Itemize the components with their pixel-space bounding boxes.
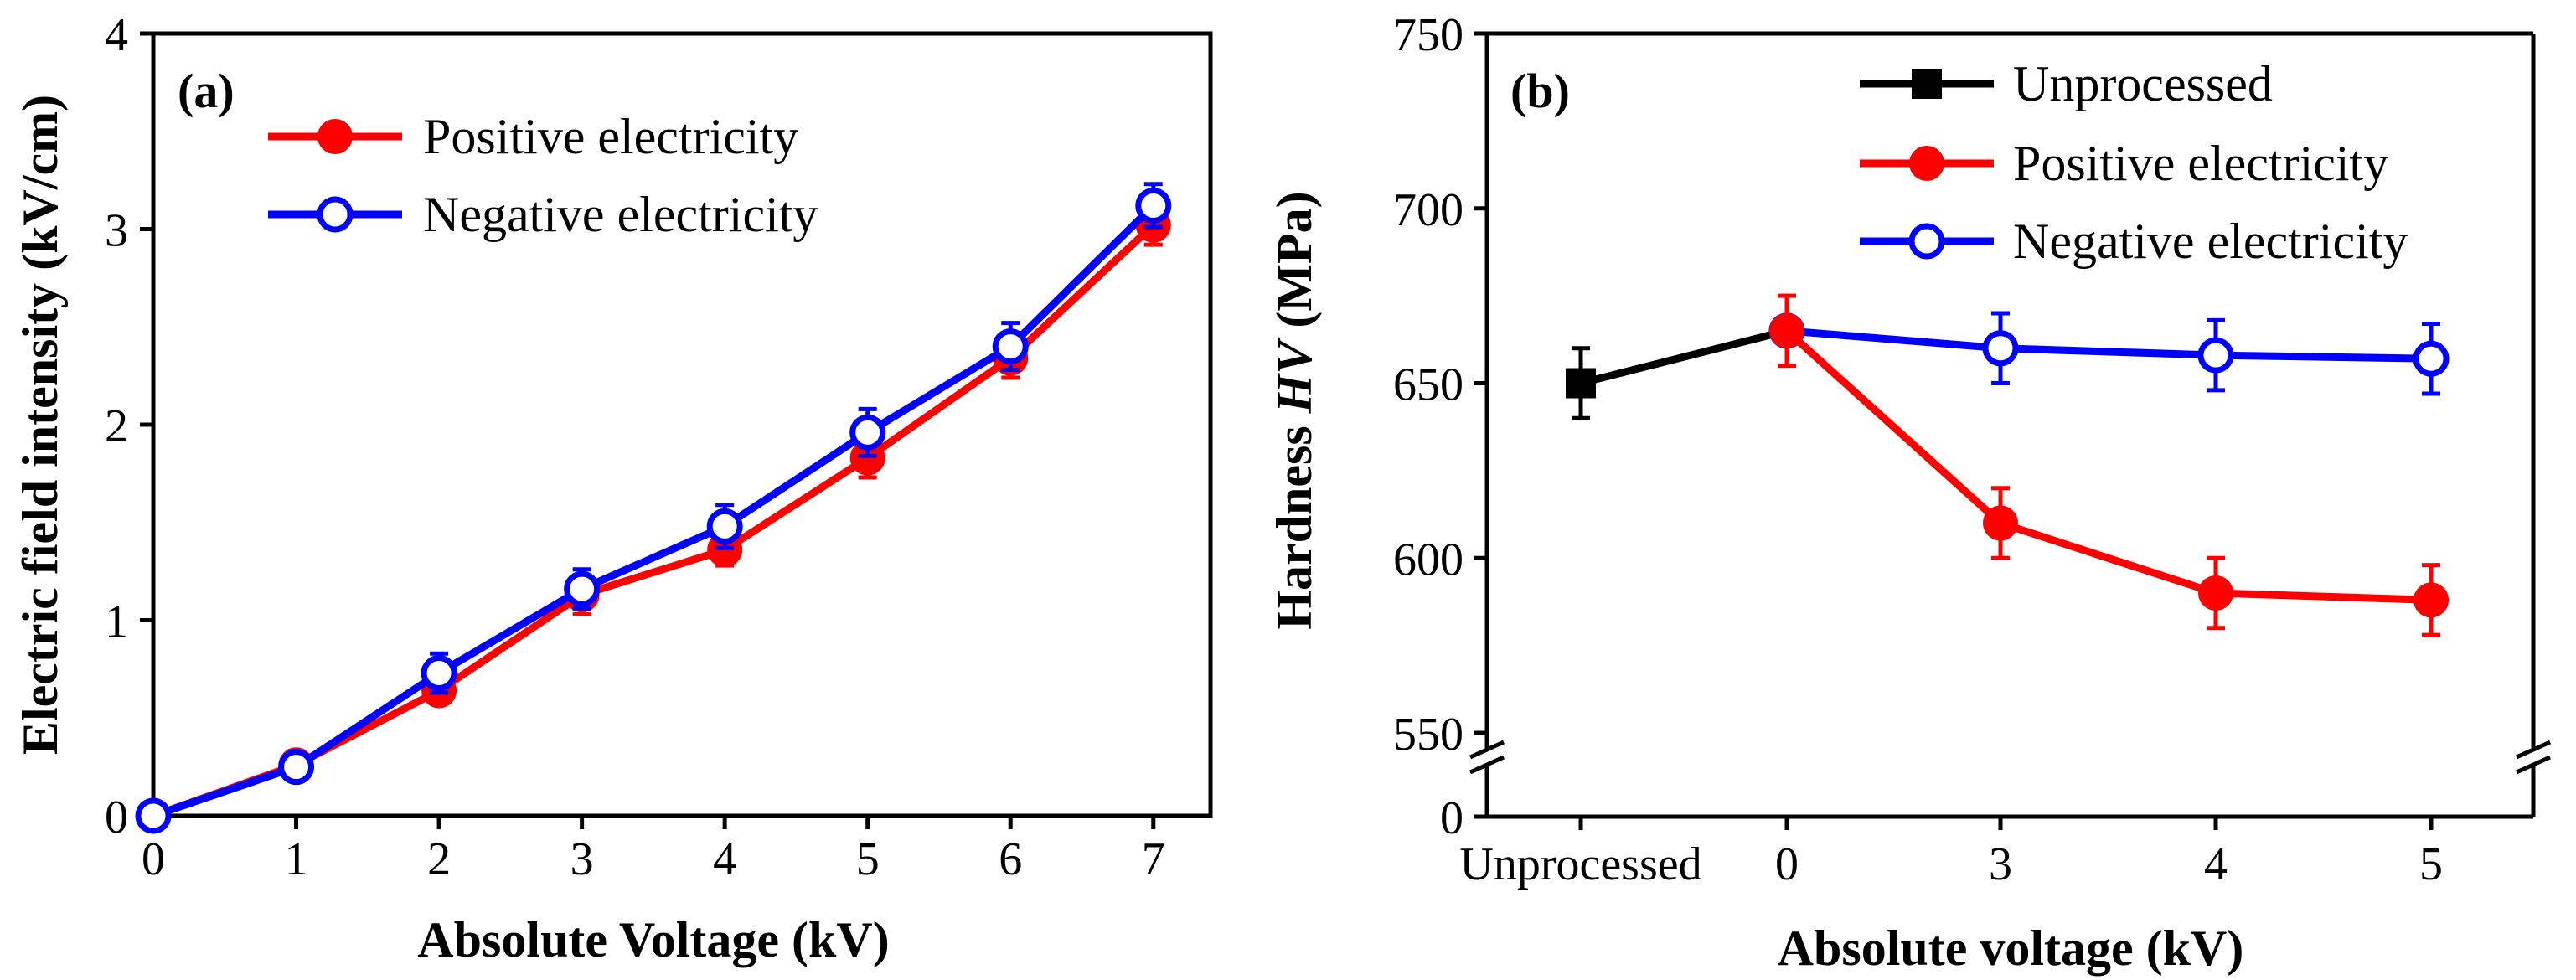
y-axis-label-b-prefix: Hardness xyxy=(1267,413,1322,629)
x-tick-label-a-1: 1 xyxy=(285,833,308,885)
y-tick-label-a-0: 0 xyxy=(105,792,128,843)
x-tick-label-b-2: 3 xyxy=(1989,838,2012,890)
data-point-a-1-5 xyxy=(849,414,886,451)
y-axis-label-b-italic: HV xyxy=(1267,337,1322,415)
x-tick-label-b-0: Unprocessed xyxy=(1459,838,1701,890)
x-tick-label-a-3: 3 xyxy=(570,833,594,885)
y-tick-label-a-3: 3 xyxy=(105,205,128,257)
plot-frame-b xyxy=(1484,31,2536,819)
panel-label-b: (b) xyxy=(1510,64,1570,118)
x-tick-label-b-3: 4 xyxy=(2204,838,2228,890)
series-line-b-1 xyxy=(1784,328,2432,604)
y-tick-label-a-2: 2 xyxy=(105,400,128,452)
y-tick-label-b-3: 700 xyxy=(1393,184,1464,236)
axis-break-marks xyxy=(1469,740,2552,775)
x-tick-label-b-4: 5 xyxy=(2419,838,2443,890)
data-point-a-1-2 xyxy=(421,655,457,692)
x-tick-label-a-5: 5 xyxy=(856,833,880,885)
y-tick-label-b-4: 750 xyxy=(1393,9,1464,61)
legend-b: Unprocessed Positive electricity Negativ… xyxy=(1860,56,2408,269)
series-line-a-0 xyxy=(152,222,1156,820)
data-point-a-1-4 xyxy=(706,508,743,544)
y-axis-label-a: Electric field intensity (kV/cm) xyxy=(13,95,68,755)
legend-entry-unprocessed-b: Unprocessed xyxy=(2013,56,2273,111)
series-line-b-0 xyxy=(1579,327,1789,387)
legend-marker-unprocessed-b xyxy=(1912,69,1942,99)
series-a-1 xyxy=(135,182,1172,834)
data-point-b-2-1 xyxy=(1982,330,2019,367)
y-tick-label-b-1: 600 xyxy=(1393,534,1464,585)
data-point-a-1-3 xyxy=(564,570,601,607)
x-tick-label-a-7: 7 xyxy=(1142,833,1165,885)
legend-entry-negative-a: Negative electricity xyxy=(423,187,818,242)
data-point-b-2-2 xyxy=(2197,337,2234,374)
data-point-b-2-3 xyxy=(2413,340,2450,377)
legend-entry-negative-b: Negative electricity xyxy=(2013,214,2408,269)
data-point-b-1-1 xyxy=(1983,505,2018,541)
x-axis-label-a: Absolute Voltage (kV) xyxy=(417,912,889,967)
y-tick-label-b-zero: 0 xyxy=(1440,792,1464,844)
y-tick-label-a-4: 4 xyxy=(105,9,128,61)
y-tick-label-a-1: 1 xyxy=(105,596,128,648)
legend-marker-negative-b xyxy=(1908,223,1945,260)
series-line-b-2 xyxy=(1786,327,2432,363)
x-tick-label-a-6: 6 xyxy=(999,833,1022,885)
series-b-1 xyxy=(1769,293,2449,637)
series-group-b xyxy=(1566,293,2450,637)
axis-ticks-a: 0 1 2 3 4 5 6 7 0 1 2 3 4 xyxy=(105,9,1165,885)
data-point-a-1-0 xyxy=(135,797,172,834)
data-point-b-0-0 xyxy=(1566,368,1596,399)
x-axis-label-b: Absolute voltage (kV) xyxy=(1778,921,2244,976)
data-point-b-1-2 xyxy=(2198,575,2233,611)
legend-marker-negative-a xyxy=(317,196,354,233)
y-axis-label-b: Hardness HV (MPa) xyxy=(1267,191,1322,629)
legend-marker-positive-a xyxy=(317,119,353,154)
x-tick-label-a-4: 4 xyxy=(713,833,736,885)
y-tick-label-b-2: 650 xyxy=(1393,359,1464,411)
data-point-b-1-0 xyxy=(1769,312,1804,348)
legend-entry-positive-b: Positive electricity xyxy=(2013,136,2388,191)
x-tick-label-a-2: 2 xyxy=(427,833,451,885)
legend-marker-positive-b xyxy=(1909,146,1944,181)
series-group-a xyxy=(135,182,1172,834)
series-b-2 xyxy=(1768,311,2450,396)
data-point-a-1-6 xyxy=(992,328,1029,365)
legend-a: Positive electricity Negative electricit… xyxy=(268,109,818,242)
y-axis-label-b-suffix: (MPa) xyxy=(1267,191,1322,340)
data-point-a-1-7 xyxy=(1135,187,1172,224)
series-a-0 xyxy=(136,203,1171,833)
y-tick-label-b-0: 550 xyxy=(1393,709,1464,761)
x-tick-label-a-0: 0 xyxy=(142,833,165,885)
panel-label-a: (a) xyxy=(178,64,235,118)
series-line-a-1 xyxy=(152,203,1156,820)
data-point-b-1-3 xyxy=(2413,582,2449,618)
x-tick-label-b-1: 0 xyxy=(1775,838,1799,890)
data-point-a-1-1 xyxy=(278,749,315,786)
series-b-0 xyxy=(1566,327,1789,420)
legend-entry-positive-a: Positive electricity xyxy=(423,109,798,164)
